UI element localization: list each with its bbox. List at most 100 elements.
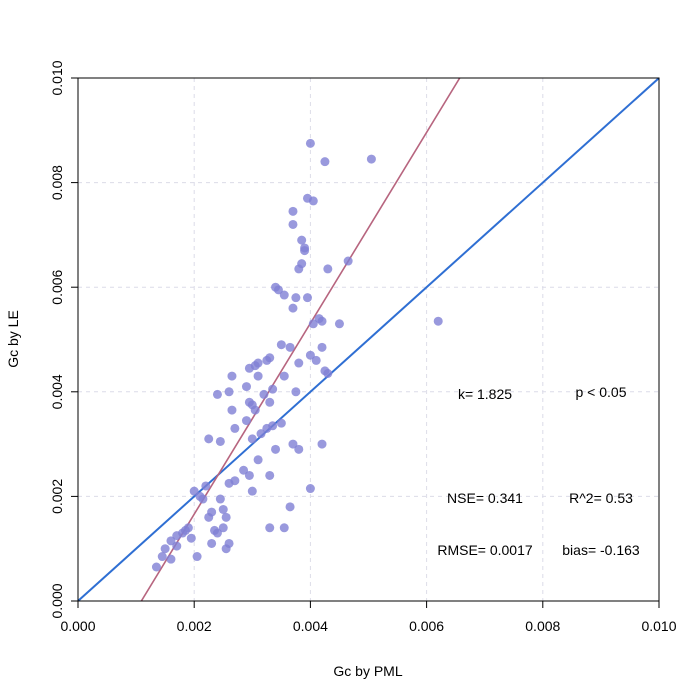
data-point [151,562,161,572]
data-point [291,293,301,303]
data-point [317,439,327,449]
data-point [300,246,310,256]
plot-frame [77,77,660,602]
data-point [302,293,312,303]
data-points [151,138,443,572]
data-point [334,319,344,329]
data-point [285,342,295,352]
data-point [212,389,222,399]
annotation-p: p < 0.05 [576,384,627,400]
data-point [433,316,443,326]
x-tick-label: 0.010 [641,618,676,634]
data-point [273,285,283,295]
data-point [279,371,289,381]
one-to-one-line [78,78,659,601]
data-point [172,541,182,551]
data-point [253,371,263,381]
data-point [224,538,234,548]
data-point [317,342,327,352]
data-point [323,264,333,274]
data-point [308,196,318,206]
data-point [198,494,208,504]
data-point [288,439,298,449]
x-tick-label: 0.000 [60,618,95,634]
data-point [230,476,240,486]
data-point [305,350,315,360]
regression-line [140,78,461,601]
data-point [279,523,289,533]
data-point [291,387,301,397]
annotation-k: k= 1.825 [458,386,512,402]
data-point [227,405,237,415]
data-point [157,552,167,562]
annotation-nse: NSE= 0.341 [447,490,523,506]
data-point [253,358,263,368]
data-point [250,405,260,415]
annotation-rmse: RMSE= 0.0017 [437,542,533,558]
data-point [221,512,231,522]
data-point [305,484,315,494]
data-point [343,256,353,266]
data-point [241,382,251,392]
data-point [265,353,275,363]
x-tick-label: 0.004 [293,618,328,634]
data-point [308,319,318,329]
data-point [268,421,278,431]
data-point [239,465,249,475]
data-point [366,154,376,164]
y-tick-label: 0.000 [49,583,65,618]
data-point [204,434,214,444]
x-tick-label: 0.008 [525,618,560,634]
x-tick-label: 0.006 [409,618,444,634]
y-tick-label: 0.002 [49,479,65,514]
data-point [288,303,298,313]
data-point [271,444,281,454]
data-point [215,436,225,446]
data-point [227,371,237,381]
data-point [218,523,228,533]
data-point [189,486,199,496]
y-axis-label: Gc by LE [5,310,21,368]
data-point [212,528,222,538]
data-point [253,455,263,465]
data-point [265,470,275,480]
y-tick-label: 0.006 [49,269,65,304]
data-point [207,538,217,548]
data-point [305,138,315,148]
data-point [265,523,275,533]
data-point [259,389,269,399]
annotation-bias: bias= -0.163 [562,542,640,558]
data-point [294,444,304,454]
x-axis-label: Gc by PML [333,663,402,679]
data-point [285,502,295,512]
data-point [241,416,251,426]
data-point [224,387,234,397]
data-point [192,552,202,562]
y-tick-label: 0.004 [49,374,65,409]
x-tick-label: 0.002 [177,618,212,634]
data-point [244,470,254,480]
annotation-r2: R^2= 0.53 [569,490,633,506]
data-point [166,536,176,546]
y-tick-label: 0.008 [49,165,65,200]
data-point [186,533,196,543]
data-point [323,368,333,378]
y-tick-label: 0.010 [49,60,65,95]
data-point [218,504,228,514]
data-point [256,429,266,439]
data-point [279,290,289,300]
data-point [320,157,330,167]
data-point [268,384,278,394]
data-point [276,340,286,350]
data-point [288,206,298,216]
data-point [297,235,307,245]
data-point [311,355,321,365]
data-point [297,259,307,269]
data-point [215,494,225,504]
data-point [166,554,176,564]
data-point [207,507,217,517]
data-point [294,358,304,368]
data-point [230,423,240,433]
data-point [201,481,211,491]
